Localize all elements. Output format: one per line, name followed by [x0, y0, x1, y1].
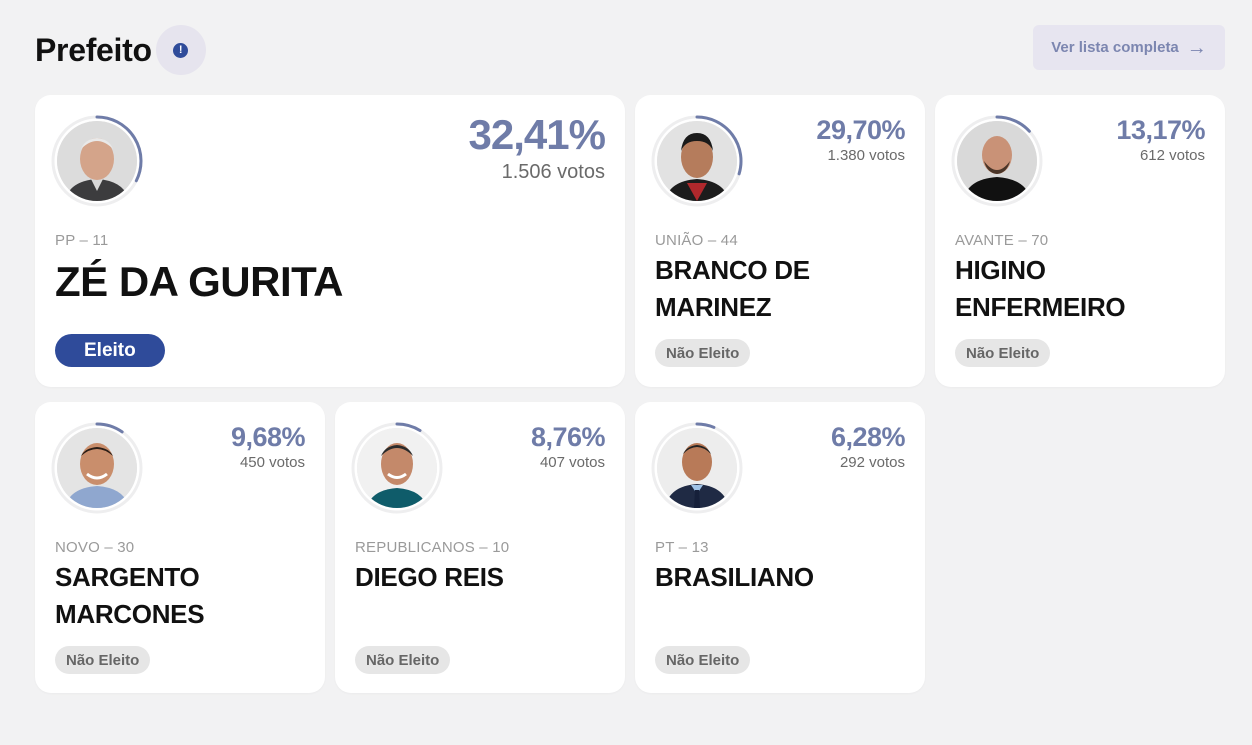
ring-progress: [95, 422, 124, 434]
candidate-avatar: [51, 115, 143, 207]
candidate-avatar: [351, 422, 443, 514]
arrow-right-icon: →: [1186, 36, 1207, 59]
vote-share-ring: [651, 422, 743, 514]
candidate-name: BRANCO DE MARINEZ: [655, 255, 810, 322]
candidate-card[interactable]: 8,76% 407 votos REPUBLICANOS – 10 DIEGO …: [335, 402, 625, 693]
ring-progress: [695, 115, 743, 176]
candidate-name: SARGENTO MARCONES: [55, 562, 205, 629]
candidate-avatar: [51, 422, 143, 514]
candidate-photo: [957, 121, 1037, 201]
ring-progress: [395, 422, 422, 432]
candidate-card[interactable]: 29,70% 1.380 votos UNIÃO – 44 BRANCO DE …: [635, 95, 925, 387]
status-badge: Não Eleito: [655, 646, 751, 674]
candidate-avatar: [651, 422, 743, 514]
status-badge: Não Eleito: [955, 339, 1051, 367]
candidate-name: DIEGO REIS: [355, 562, 504, 592]
vote-share-ring: [651, 115, 743, 207]
candidate-name: ZÉ DA GURITA: [55, 258, 343, 305]
vote-percentage: 32,41%: [468, 111, 606, 158]
candidate-card[interactable]: 9,68% 450 votos NOVO – 30 SARGENTO MARCO…: [35, 402, 325, 693]
vote-count: 407 votos: [539, 454, 605, 471]
candidate-photo: [357, 428, 437, 508]
candidate-avatar: [951, 115, 1043, 207]
vote-count: 1.380 votos: [827, 147, 905, 164]
party-number: PP – 11: [55, 232, 109, 249]
vote-count: 1.506 votos: [501, 161, 605, 183]
vote-count: 450 votos: [239, 454, 305, 471]
vote-share-ring: [51, 115, 143, 207]
candidate-name: HIGINO ENFERMEIRO: [955, 255, 1126, 322]
info-button[interactable]: !: [155, 25, 206, 75]
vote-percentage: 9,68%: [230, 422, 306, 452]
candidate-name: BRASILIANO: [655, 562, 814, 592]
vote-share-ring: [351, 422, 443, 514]
candidate-card[interactable]: 6,28% 292 votos PT – 13 BRASILIANO Não E…: [635, 402, 925, 693]
party-number: PT – 13: [655, 539, 709, 556]
ring-progress: [695, 422, 716, 429]
candidate-photo: [57, 428, 137, 508]
section-header: Prefeito !: [35, 24, 206, 76]
vote-share-ring: [51, 422, 143, 514]
party-number: REPUBLICANOS – 10: [355, 539, 510, 556]
see-full-list-button[interactable]: Ver lista completa →: [1033, 25, 1225, 70]
see-full-list-label: Ver lista completa: [1051, 39, 1179, 56]
vote-share-ring: [951, 115, 1043, 207]
status-badge: Não Eleito: [655, 339, 751, 367]
party-number: UNIÃO – 44: [655, 232, 738, 249]
candidate-card[interactable]: 32,41% 1.506 votos PP – 11 ZÉ DA GURITA …: [35, 95, 625, 387]
vote-count: 612 votos: [1139, 147, 1205, 164]
ring-progress: [95, 115, 143, 183]
candidate-card[interactable]: 13,17% 612 votos AVANTE – 70 HIGINO ENFE…: [935, 95, 1225, 387]
candidate-photo: [657, 428, 737, 508]
vote-count: 292 votos: [839, 454, 905, 471]
info-icon: !: [173, 42, 189, 58]
candidate-photo: [657, 121, 737, 201]
status-badge: Não Eleito: [55, 646, 151, 674]
candidate-avatar: [651, 115, 743, 207]
section-title: Prefeito: [35, 31, 152, 68]
ring-progress: [995, 115, 1031, 133]
party-number: NOVO – 30: [55, 539, 135, 556]
party-number: AVANTE – 70: [955, 232, 1049, 249]
status-badge: Eleito: [55, 334, 165, 367]
vote-percentage: 8,76%: [530, 422, 606, 452]
candidate-photo: [57, 121, 137, 201]
vote-percentage: 29,70%: [816, 115, 905, 145]
vote-percentage: 6,28%: [830, 422, 906, 452]
status-badge: Não Eleito: [355, 646, 451, 674]
vote-percentage: 13,17%: [1116, 115, 1205, 145]
